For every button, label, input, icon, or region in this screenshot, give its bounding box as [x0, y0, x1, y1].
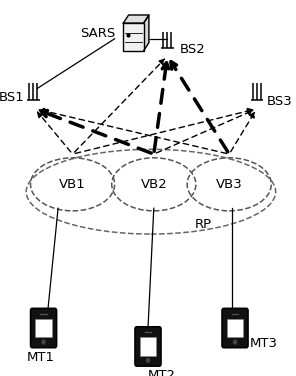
Circle shape: [147, 359, 149, 362]
Text: MT3: MT3: [250, 337, 278, 350]
FancyBboxPatch shape: [227, 319, 243, 337]
FancyBboxPatch shape: [30, 308, 57, 348]
Text: VB2: VB2: [140, 178, 167, 191]
FancyBboxPatch shape: [123, 23, 144, 51]
Text: BS2: BS2: [180, 43, 206, 56]
Text: VB3: VB3: [216, 178, 243, 191]
Text: RP: RP: [194, 218, 212, 231]
Circle shape: [42, 340, 45, 344]
Text: BS1: BS1: [0, 91, 25, 104]
FancyBboxPatch shape: [35, 319, 52, 337]
Text: MT1: MT1: [27, 351, 55, 364]
Circle shape: [234, 340, 237, 344]
Text: MT2: MT2: [148, 369, 176, 376]
FancyBboxPatch shape: [140, 337, 156, 356]
FancyBboxPatch shape: [135, 327, 161, 366]
Text: VB1: VB1: [59, 178, 86, 191]
Polygon shape: [144, 15, 149, 51]
Text: SARS: SARS: [80, 27, 115, 40]
FancyBboxPatch shape: [222, 308, 248, 348]
Text: BS3: BS3: [267, 95, 293, 108]
Polygon shape: [123, 15, 149, 23]
